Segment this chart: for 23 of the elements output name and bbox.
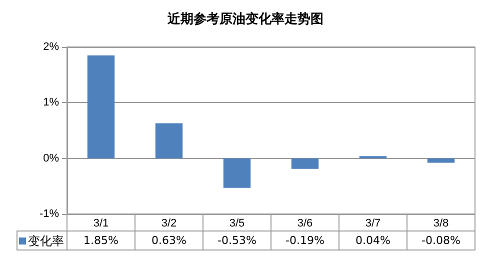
data-label: -0.08%	[422, 234, 460, 247]
data-label: -0.53%	[218, 234, 256, 247]
bar	[155, 123, 183, 158]
x-tick-label: 3/7	[365, 218, 381, 230]
data-label: -0.19%	[286, 234, 324, 247]
y-tick-label: 2%	[43, 41, 60, 53]
x-tick-label: 3/5	[229, 218, 245, 230]
x-tick-label: 3/6	[297, 218, 313, 230]
legend-label: 变化率	[28, 234, 64, 248]
y-tick-label: 0%	[43, 152, 60, 164]
data-label: 0.04%	[356, 234, 390, 247]
bar	[87, 55, 115, 158]
data-label: 1.85%	[84, 234, 118, 247]
y-tick-label: 1%	[43, 96, 60, 109]
x-tick-label: 3/2	[161, 218, 177, 230]
bar	[223, 158, 251, 188]
chart-title: 近期参考原油变化率走势图	[166, 11, 324, 27]
x-tick-label: 3/1	[93, 218, 109, 230]
x-tick-label: 3/8	[433, 218, 449, 230]
bar	[291, 158, 319, 169]
y-tick-label: -1%	[39, 208, 60, 220]
bar	[427, 158, 455, 163]
data-label: 0.63%	[152, 234, 186, 247]
